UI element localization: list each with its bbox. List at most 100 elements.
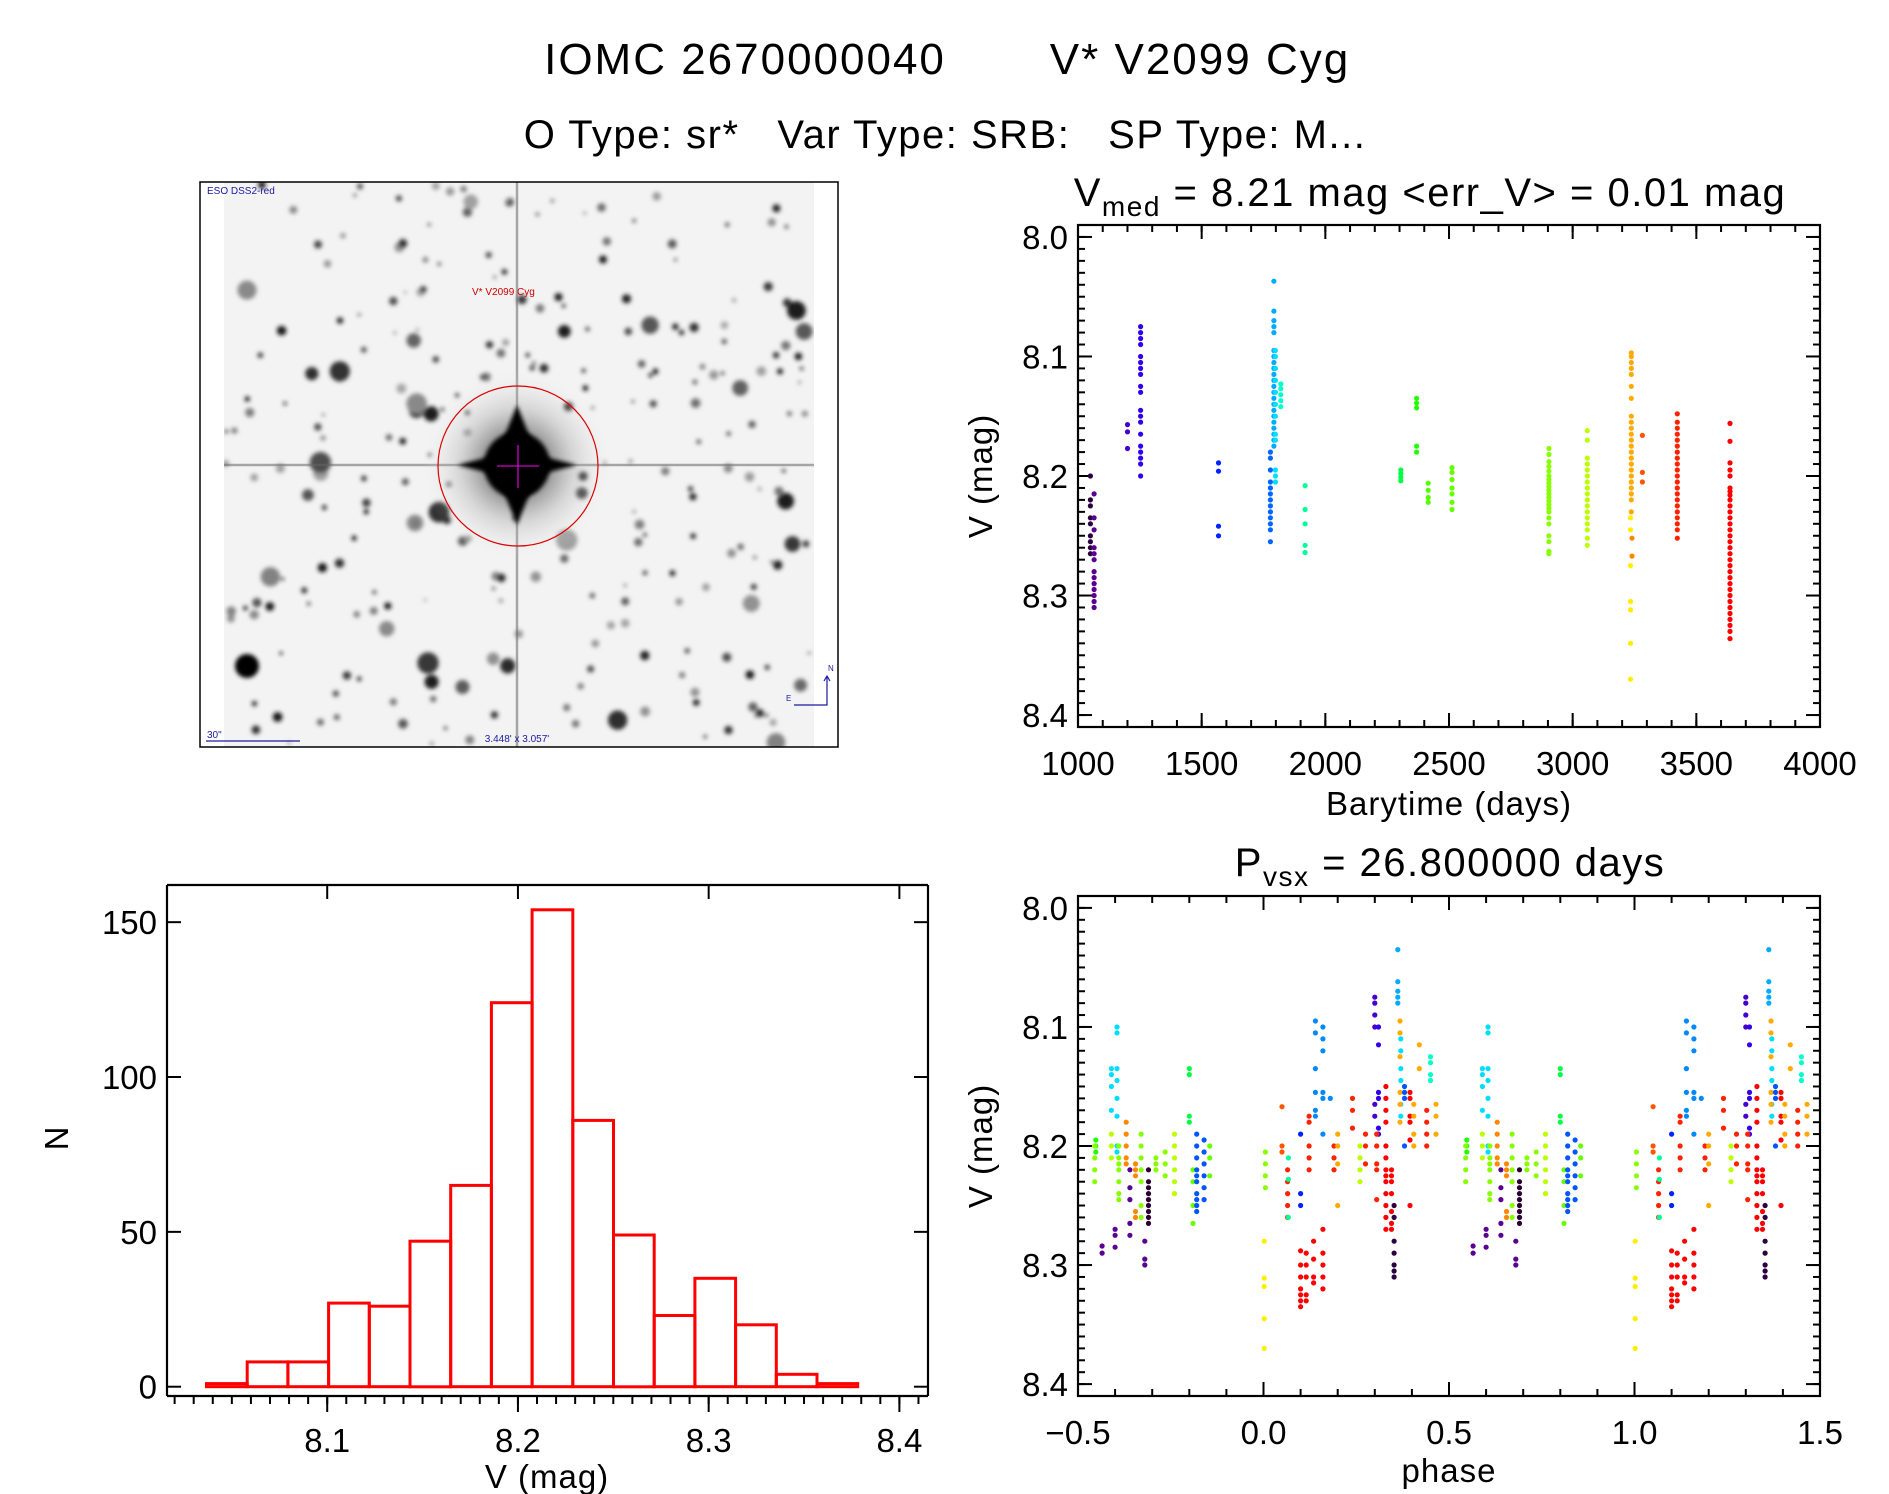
x-tick-label: 3000 (1536, 745, 1609, 782)
data-point (1194, 1143, 1200, 1149)
star (302, 489, 314, 501)
data-point (1433, 1113, 1439, 1119)
data-point (1487, 1167, 1493, 1173)
data-point (1388, 1179, 1395, 1185)
data-point (1754, 1191, 1760, 1197)
data-point (1691, 1024, 1697, 1030)
star (720, 321, 729, 330)
data-point (1138, 407, 1144, 413)
data-point (1628, 395, 1634, 401)
star (597, 203, 606, 212)
data-point (1320, 1024, 1326, 1030)
data-point (1565, 1167, 1571, 1173)
star (690, 687, 700, 697)
data-point (1138, 443, 1144, 449)
data-point (1766, 994, 1772, 1000)
data-point (1449, 491, 1455, 497)
data-point (1145, 1179, 1152, 1185)
star (249, 610, 259, 620)
data-point (1138, 455, 1144, 461)
data-point (1674, 419, 1680, 425)
data-point (1194, 1131, 1200, 1137)
data-point (1261, 1275, 1267, 1281)
data-point (1483, 1226, 1489, 1232)
data-point (1546, 551, 1552, 557)
data-point (1778, 1113, 1784, 1119)
data-point (1487, 1191, 1493, 1197)
data-point (1349, 1095, 1356, 1101)
y-tick-label: 8.2 (1022, 458, 1068, 495)
data-point (1656, 1214, 1662, 1220)
data-point (1682, 1238, 1688, 1244)
data-point (1091, 592, 1097, 599)
data-point (1628, 350, 1634, 356)
star (517, 294, 527, 305)
data-point (1127, 1232, 1133, 1238)
star (505, 198, 509, 202)
data-point (1335, 1202, 1341, 1209)
data-point (1383, 1179, 1389, 1185)
data-point (1494, 1143, 1500, 1149)
data-point (1516, 1179, 1523, 1185)
data-point (1145, 1191, 1152, 1197)
data-point (1768, 1054, 1774, 1060)
data-point (1743, 1113, 1749, 1119)
star (492, 275, 497, 280)
data-point (1112, 1226, 1118, 1232)
data-point (1627, 598, 1634, 605)
star (720, 371, 725, 376)
data-point (1572, 1149, 1578, 1155)
data-point (1190, 1220, 1196, 1226)
star (251, 725, 261, 735)
star (642, 532, 648, 537)
data-point (1746, 1042, 1753, 1048)
data-point (1267, 485, 1273, 491)
star (283, 401, 287, 406)
data-point (1656, 1167, 1662, 1173)
data-point (1123, 1143, 1129, 1149)
data-point (1759, 1220, 1766, 1226)
star (784, 224, 789, 229)
data-point (1388, 1191, 1395, 1197)
data-point (1374, 1131, 1380, 1137)
data-point (1656, 1155, 1662, 1161)
data-point (1546, 468, 1552, 474)
data-point (1374, 1143, 1380, 1149)
data-point (1397, 1030, 1403, 1036)
data-point (1272, 431, 1278, 437)
data-point (1132, 1173, 1139, 1179)
histogram-bar (449, 1183, 493, 1389)
x-tick-label: 8.2 (495, 1422, 541, 1459)
star (637, 360, 646, 368)
data-point (1449, 506, 1455, 513)
star (673, 257, 678, 262)
data-point (1397, 1089, 1403, 1095)
data-point (1669, 1298, 1675, 1304)
data-point (1401, 1089, 1408, 1095)
data-point (1391, 1250, 1397, 1256)
data-point (1261, 1238, 1267, 1244)
star (772, 351, 780, 359)
star (623, 583, 627, 588)
data-point (1267, 467, 1273, 473)
light-curve-plot: Vmed = 8.21 mag <err_V> = 0.01 mag Baryt… (962, 171, 1857, 822)
star (684, 648, 690, 654)
data-point (1397, 1119, 1403, 1125)
data-point (1427, 1072, 1434, 1078)
data-point (1769, 1048, 1775, 1054)
star (398, 239, 408, 248)
data-point (1285, 1176, 1291, 1182)
data-point (1108, 1155, 1114, 1161)
data-point (1108, 1143, 1114, 1149)
data-point (1727, 636, 1733, 642)
star (502, 338, 510, 347)
data-point (1375, 1095, 1382, 1101)
data-point (1628, 365, 1634, 371)
star (305, 367, 319, 381)
data-point (1087, 521, 1093, 527)
data-point (1123, 1155, 1129, 1161)
data-point (1463, 1143, 1469, 1149)
data-point (1138, 473, 1144, 479)
star (445, 187, 455, 196)
star (252, 598, 262, 608)
